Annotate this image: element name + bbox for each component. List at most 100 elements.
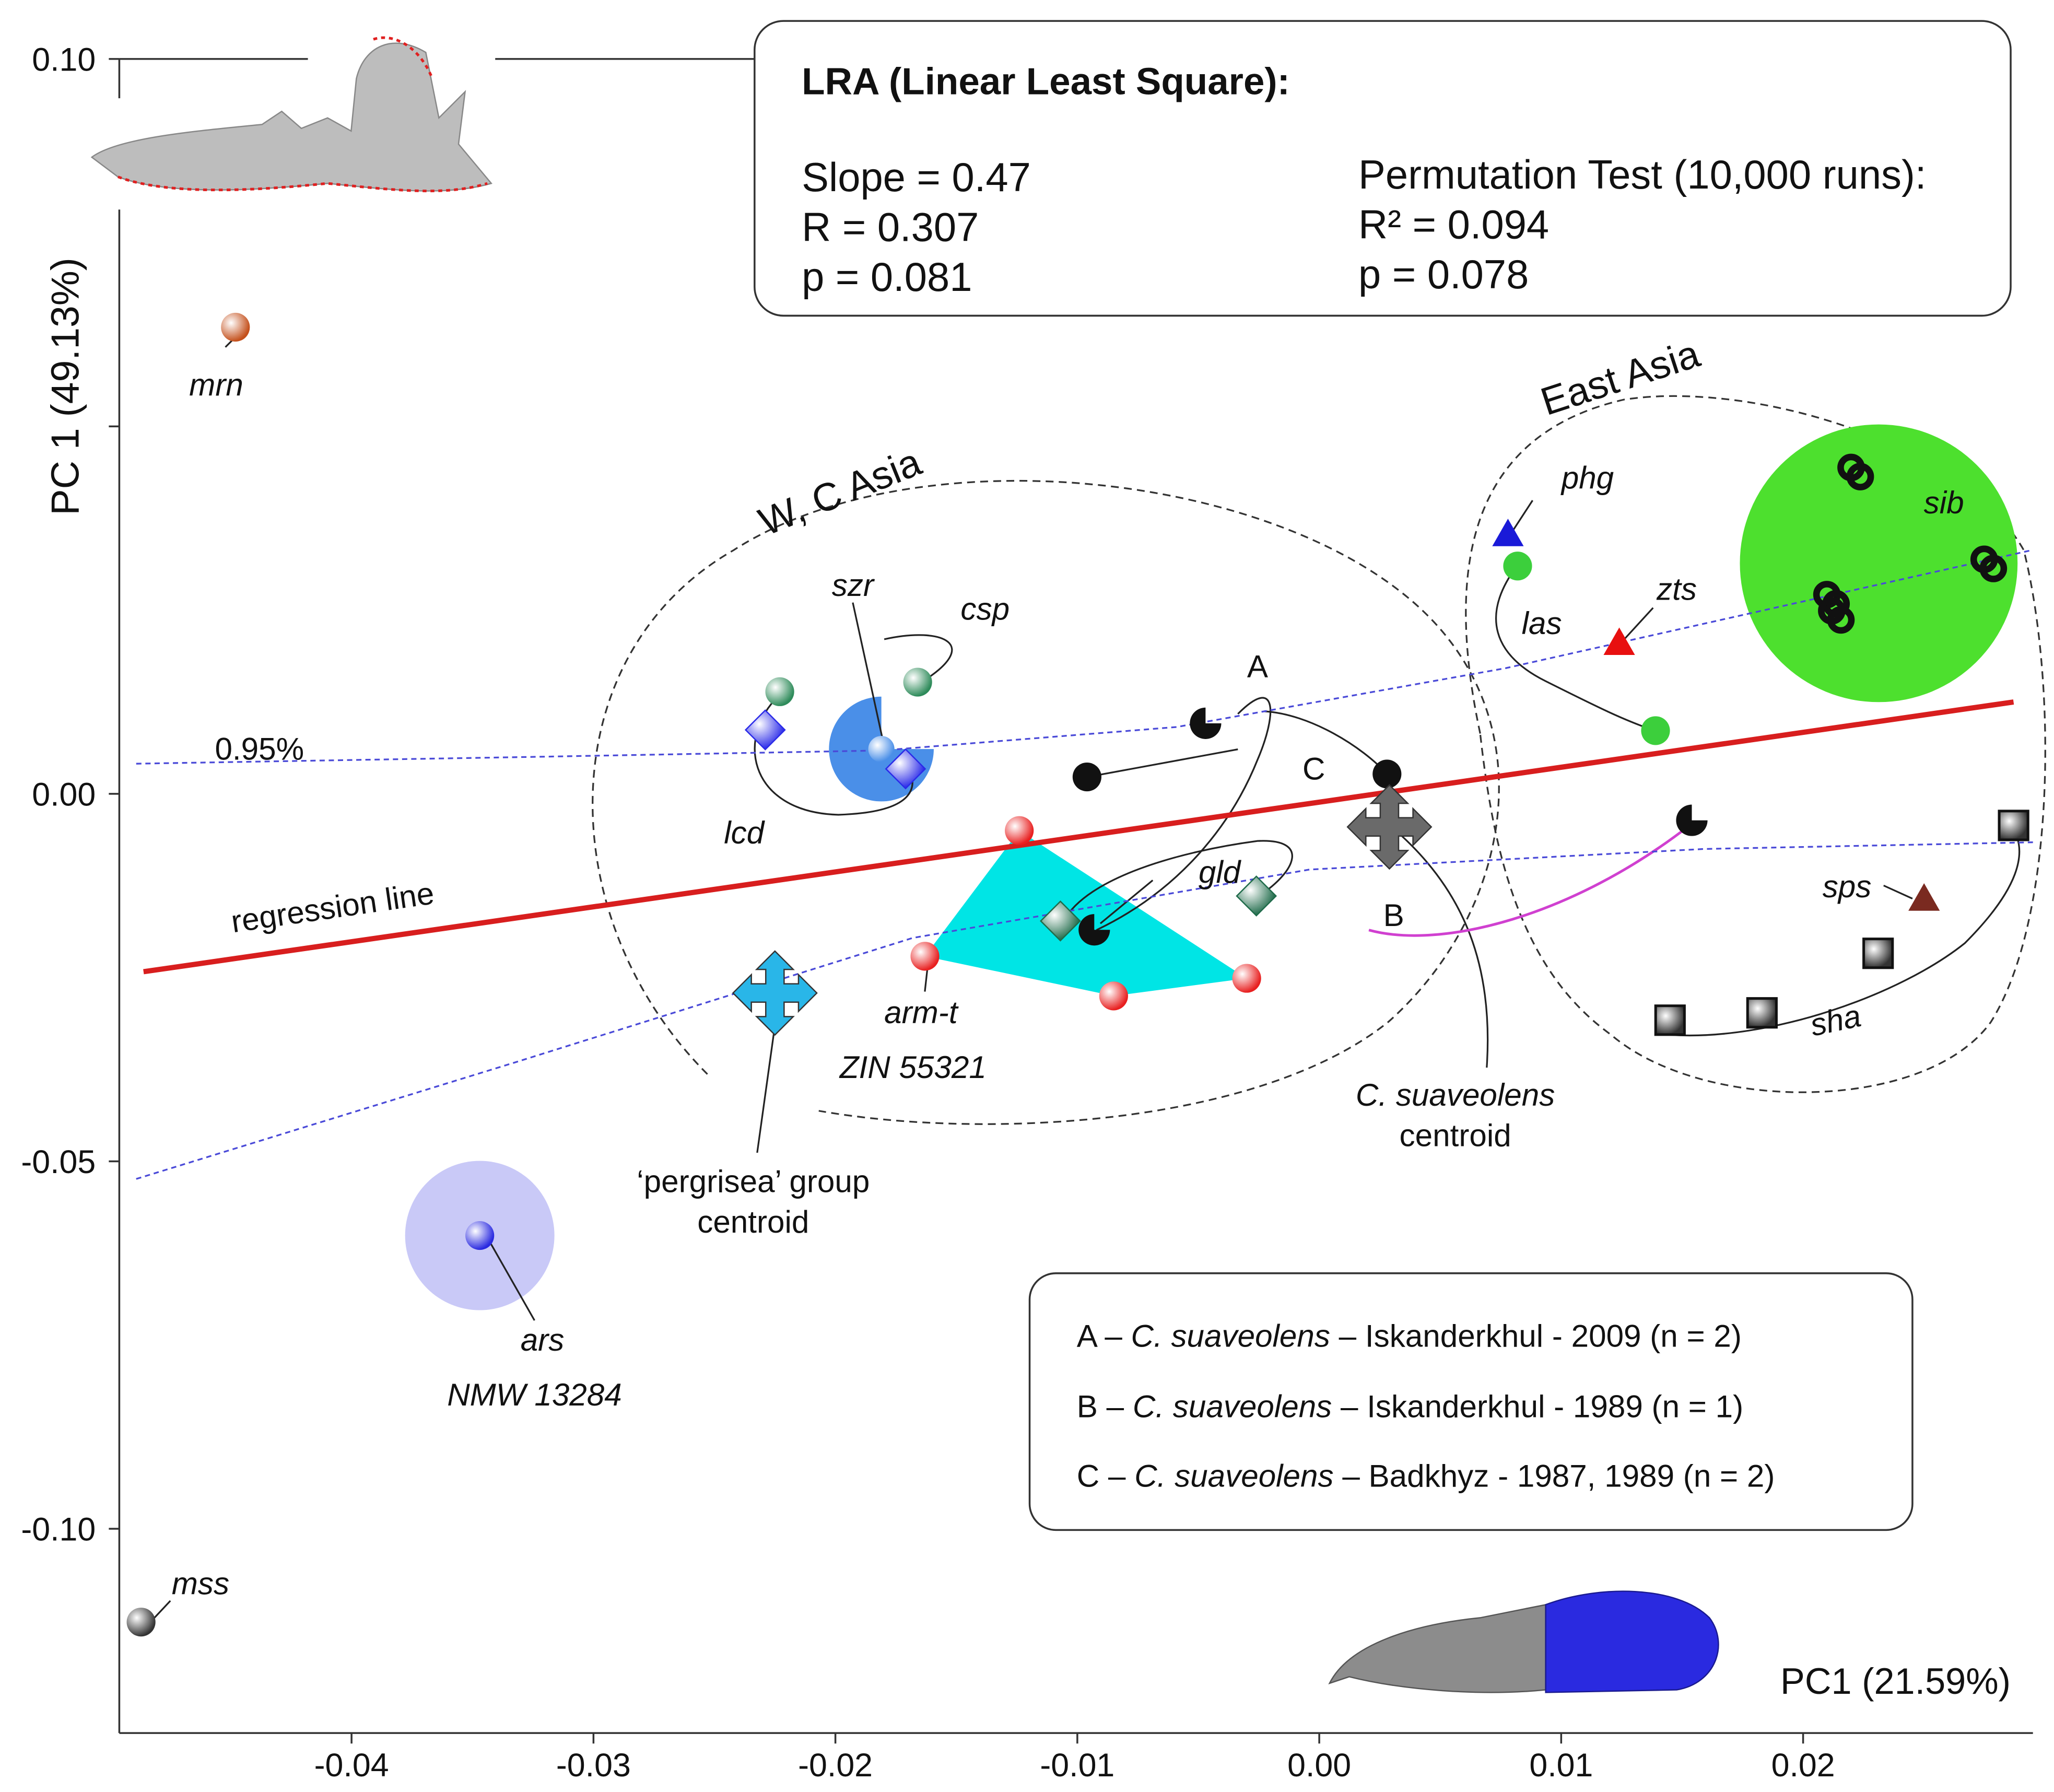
- stats-title: LRA (Linear Least Square):: [802, 61, 1290, 103]
- point-label: mrn: [189, 367, 243, 402]
- marks: [126, 312, 2029, 1637]
- connector: [1495, 565, 1656, 732]
- point-label: centroid: [1400, 1118, 1511, 1153]
- point: [1837, 453, 1874, 490]
- point: [1908, 883, 1940, 911]
- x-tick-label: -0.04: [314, 1747, 389, 1784]
- specimen-label: ZIN 55321: [839, 1050, 987, 1085]
- point-label: C. suaveolens: [1356, 1077, 1555, 1112]
- x-tick-label: 0.02: [1771, 1747, 1835, 1784]
- y-tick-label: 0.10: [32, 41, 96, 78]
- point-label: C: [1302, 751, 1325, 786]
- ring: [1979, 555, 2008, 582]
- x-axis-label: PC1 (21.59%): [1780, 1660, 2011, 1702]
- point-label: sps: [1823, 869, 1872, 904]
- prefix: A –: [1077, 1318, 1131, 1353]
- x-tick-label: 0.00: [1287, 1747, 1351, 1784]
- point: [1346, 784, 1433, 870]
- stats-subtitle: Permutation Test (10,000 runs):: [1358, 153, 1926, 197]
- point: [903, 667, 932, 697]
- point: [1232, 964, 1261, 993]
- regression-line: [143, 699, 2014, 975]
- ring: [1827, 606, 1855, 634]
- legend-entry: C – C. suaveolens – Badkhyz - 1987, 1989…: [1077, 1459, 1775, 1494]
- legend-box: A – C. suaveolens – Iskanderkhul - 2009 …: [1028, 1272, 1914, 1531]
- stat: p = 0.078: [1358, 252, 1529, 297]
- point: [1970, 545, 2008, 582]
- point-label: csp: [960, 591, 1010, 626]
- point: [1818, 597, 1855, 634]
- point-label: gld: [1199, 854, 1242, 889]
- mandible: [90, 42, 492, 192]
- box: [754, 20, 2012, 317]
- point-label: B: [1383, 898, 1404, 933]
- y-tick-label: -0.10: [21, 1512, 96, 1548]
- point: [868, 736, 895, 763]
- point: [885, 748, 926, 790]
- line-label: 0.95%: [215, 732, 304, 767]
- y-tick-label: -0.05: [21, 1144, 96, 1180]
- connector: [1063, 840, 1293, 921]
- point: [910, 942, 940, 971]
- box: [1028, 1272, 1914, 1531]
- point: [1492, 519, 1524, 546]
- confidence-band: [136, 549, 2034, 1180]
- connector: [884, 634, 953, 684]
- prefix: C –: [1077, 1459, 1134, 1494]
- point: [221, 312, 250, 342]
- point-label: arm-t: [884, 995, 959, 1030]
- ring: [1846, 463, 1874, 490]
- point-label: ‘pergrisea’ group: [637, 1164, 870, 1199]
- x-tick-label: -0.03: [556, 1747, 631, 1784]
- point: [1603, 627, 1635, 655]
- point: [1676, 804, 1708, 836]
- mandible-image: [90, 36, 492, 193]
- point: [1372, 759, 1402, 789]
- legend-entry: A – C. suaveolens – Iskanderkhul - 2009 …: [1077, 1318, 1742, 1353]
- point: [1503, 552, 1532, 581]
- point-label: phg: [1560, 460, 1614, 495]
- point: [1190, 707, 1222, 739]
- point-label: mss: [172, 1566, 229, 1601]
- pointer: [1390, 826, 1489, 1068]
- stat: R² = 0.094: [1358, 202, 1549, 247]
- group-outline: [1465, 395, 2046, 1093]
- suffix: – Iskanderkhul - 1989 (n = 1): [1332, 1389, 1743, 1424]
- suffix: – Badkhyz - 1987, 1989 (n = 2): [1334, 1459, 1775, 1494]
- point: [1236, 875, 1277, 917]
- point-label: centroid: [697, 1204, 809, 1239]
- point-label: A: [1247, 649, 1269, 684]
- point-label: lcd: [724, 815, 765, 850]
- connector: [1670, 825, 2021, 1037]
- axes: [109, 58, 2033, 1744]
- stats-box: LRA (Linear Least Square): Slope = 0.47 …: [754, 20, 2012, 317]
- point: [1862, 938, 1894, 969]
- point: [1072, 762, 1101, 792]
- species: C. suaveolens: [1133, 1389, 1332, 1424]
- skull-region: [1545, 1590, 1719, 1693]
- point-label: sib: [1924, 485, 1964, 520]
- point-label: las: [1522, 606, 1562, 641]
- point: [744, 709, 786, 751]
- connector: [1088, 748, 1238, 778]
- point: [732, 950, 818, 1036]
- point: [1654, 1004, 1686, 1036]
- group-outline: [592, 479, 1500, 1125]
- point: [765, 677, 794, 706]
- point-label: szr: [832, 568, 875, 603]
- halo: [1740, 424, 2018, 702]
- outline: [118, 36, 488, 193]
- species: C. suaveolens: [1134, 1459, 1333, 1494]
- suffix: – Iskanderkhul - 2009 (n = 2): [1330, 1318, 1742, 1353]
- point: [1040, 900, 1081, 942]
- x-tick-label: -0.01: [1040, 1747, 1114, 1784]
- stat: p = 0.081: [802, 255, 972, 300]
- hull: [925, 830, 1247, 996]
- stat: R = 0.307: [802, 205, 979, 250]
- y-tick-label: 0.00: [32, 776, 96, 813]
- connector: [1264, 710, 1388, 775]
- point: [1099, 981, 1128, 1011]
- stat: Slope = 0.47: [802, 155, 1031, 200]
